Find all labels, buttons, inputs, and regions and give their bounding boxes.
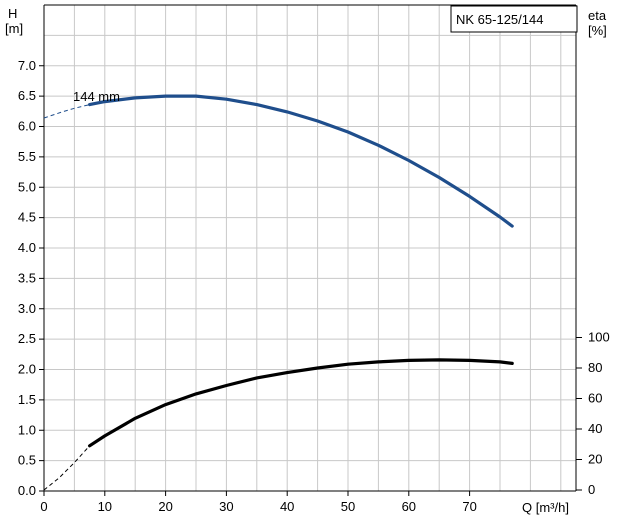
left-tick-label: 4.0 (18, 240, 36, 255)
left-tick-label: 1.0 (18, 422, 36, 437)
x-axis-ticks: 0 10 20 30 40 50 60 70 (40, 491, 477, 514)
left-tick-label: 2.5 (18, 331, 36, 346)
left-axis-label-line1: H (8, 6, 17, 21)
curves (43, 94, 514, 491)
model-label: NK 65-125/144 (456, 12, 543, 27)
x-axis-label: Q [m³/h] (522, 500, 569, 515)
left-tick-label: 4.5 (18, 210, 36, 225)
right-tick-label: 100 (588, 330, 610, 345)
curve-label-144mm: 144 mm (73, 89, 120, 104)
model-label-box (450, 5, 578, 33)
right-tick-label: 80 (588, 360, 602, 375)
curve-extrapolated-1 (43, 445, 90, 491)
left-tick-label: 6.0 (18, 119, 36, 134)
x-tick-label: 30 (219, 499, 233, 514)
head-curve (88, 94, 514, 228)
x-tick-label: 70 (462, 499, 476, 514)
left-tick-label: 2.0 (18, 362, 36, 377)
efficiency-curve (88, 358, 514, 448)
right-axis-label-line2: [%] (588, 23, 607, 38)
left-tick-label: 6.5 (18, 88, 36, 103)
x-tick-label: 60 (402, 499, 416, 514)
grid-lines (44, 5, 576, 491)
right-tick-label: 40 (588, 421, 602, 436)
x-tick-label: 40 (280, 499, 294, 514)
left-tick-label: 5.5 (18, 149, 36, 164)
x-tick-label: 20 (158, 499, 172, 514)
left-tick-label: 5.0 (18, 179, 36, 194)
x-tick-label: 50 (341, 499, 355, 514)
left-axis-label-line2: [m] (5, 21, 23, 36)
left-tick-label: 3.0 (18, 301, 36, 316)
right-axis-label-line1: eta (588, 8, 607, 23)
x-tick-label: 10 (98, 499, 112, 514)
right-tick-label: 0 (588, 482, 595, 497)
right-axis-ticks: 0 20 40 60 80 100 (576, 330, 610, 497)
left-axis-ticks: 0.0 0.5 1.0 1.5 2.0 2.5 3.0 3.5 4.0 4.5 5.0 5.5 6.0 6… (18, 58, 44, 498)
right-tick-label: 20 (588, 452, 602, 467)
left-tick-label: 3.5 (18, 270, 36, 285)
x-tick-label: 0 (40, 499, 47, 514)
right-tick-label: 60 (588, 391, 602, 406)
left-tick-label: 7.0 (18, 58, 36, 73)
curve-extrapolated-0 (43, 104, 90, 119)
left-tick-label: 0.5 (18, 453, 36, 468)
left-tick-label: 0.0 (18, 483, 36, 498)
left-tick-label: 1.5 (18, 392, 36, 407)
